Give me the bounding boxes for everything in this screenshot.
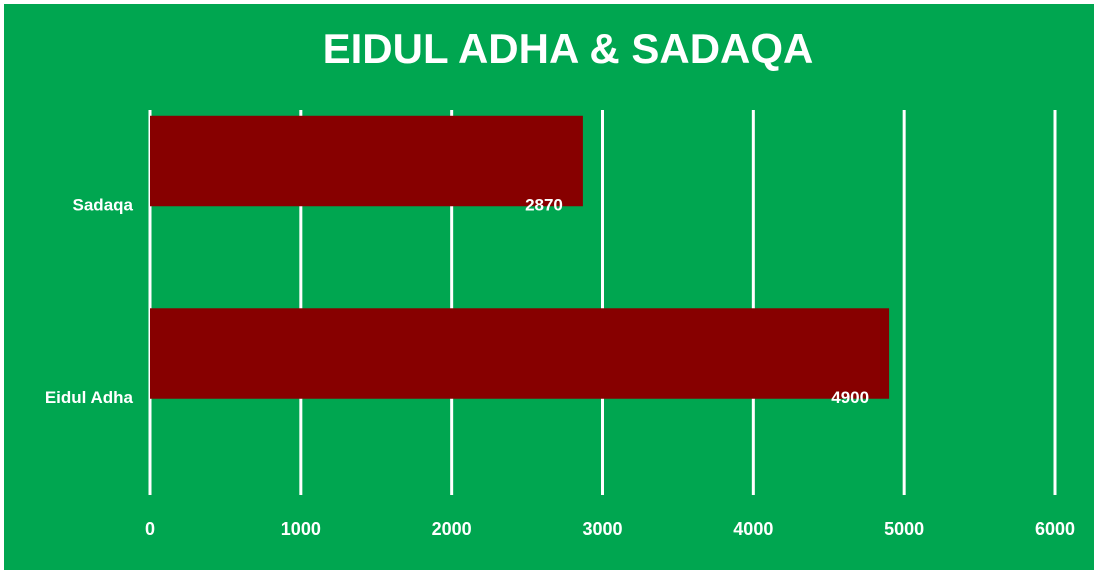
x-tick-label: 6000	[1035, 519, 1075, 539]
x-tick-label: 2000	[432, 519, 472, 539]
data-label: 4900	[831, 388, 869, 407]
x-tick-label: 0	[145, 519, 155, 539]
x-tick-label: 1000	[281, 519, 321, 539]
y-tick-label: Eidul Adha	[45, 388, 134, 407]
chart-title: EIDUL ADHA & SADAQA	[323, 25, 814, 72]
x-tick-label: 5000	[884, 519, 924, 539]
x-tick-label: 3000	[582, 519, 622, 539]
chart-background	[4, 4, 1094, 570]
y-tick-label: Sadaqa	[73, 196, 134, 215]
bar	[150, 115, 583, 207]
data-label: 2870	[525, 196, 563, 215]
bar	[150, 308, 890, 399]
x-tick-label: 4000	[733, 519, 773, 539]
